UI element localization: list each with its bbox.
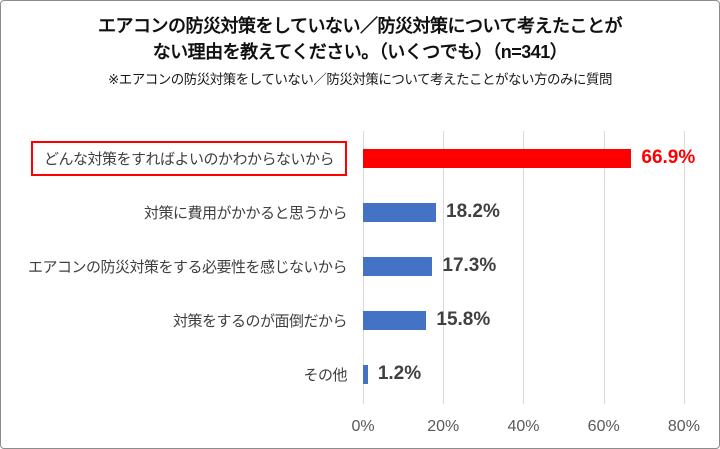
gridline [443, 131, 445, 404]
gridline [683, 131, 685, 404]
x-tick-label: 20% [427, 418, 460, 435]
value-label: 66.9% [641, 147, 696, 168]
gridline [603, 131, 605, 404]
category-label: その他 [303, 366, 347, 384]
bar-row: 15.8% [363, 293, 706, 347]
x-tick-label: 0% [351, 418, 375, 435]
bar [363, 364, 368, 384]
bar [363, 256, 433, 276]
bar [363, 202, 436, 222]
plot-area: 66.9% 18.2% 17.3% 15.8% 1.2% [363, 131, 706, 404]
category-label-column: どんな対策をすればよいのかわからないから対策に費用がかかると思うからエアコンの防… [1, 131, 355, 401]
bar-highlighted [363, 148, 632, 168]
gridline [523, 131, 525, 404]
chart-title-line2: ない理由を教えてください。（いくつでも）（n=341） [152, 42, 568, 62]
x-tick-label: 60% [587, 418, 620, 435]
bar [363, 310, 427, 330]
bar-row: 66.9% [363, 131, 706, 185]
chart-title-line1: エアコンの防災対策をしていない／防災対策について考えたことが [98, 16, 622, 36]
bar-row: 18.2% [363, 185, 706, 239]
category-label: 対策をするのが面倒だから [172, 312, 348, 330]
bar-row: 17.3% [363, 239, 706, 293]
x-tick-label: 80% [667, 418, 700, 435]
category-label-row: 対策に費用がかかると思うから [1, 185, 355, 239]
x-tick-label: 40% [507, 418, 540, 435]
value-label: 18.2% [446, 201, 500, 222]
category-label-row: その他 [1, 347, 355, 401]
value-label: 1.2% [377, 363, 422, 384]
value-label: 17.3% [442, 255, 497, 276]
category-label-row: 対策をするのが面倒だから [1, 293, 355, 347]
bar-row: 1.2% [363, 347, 706, 401]
category-label-row: どんな対策をすればよいのかわからないから [1, 131, 355, 185]
category-label-row: エアコンの防災対策をする必要性を感じないから [1, 239, 355, 293]
x-axis: 0% 20% 40% 60% 80% [1, 418, 719, 440]
category-label: エアコンの防災対策をする必要性を感じないから [27, 258, 348, 276]
category-label: 対策に費用がかかると思うから [143, 204, 348, 222]
chart-subtitle-note: ※エアコンの防災対策をしていない／防災対策について考えたことがない方のみに質問 [107, 72, 613, 87]
chart-title: エアコンの防災対策をしていない／防災対策について考えたことが ない理由を教えてく… [1, 13, 719, 65]
category-label-highlighted: どんな対策をすればよいのかわからないから [30, 140, 347, 176]
value-label: 15.8% [436, 309, 491, 330]
